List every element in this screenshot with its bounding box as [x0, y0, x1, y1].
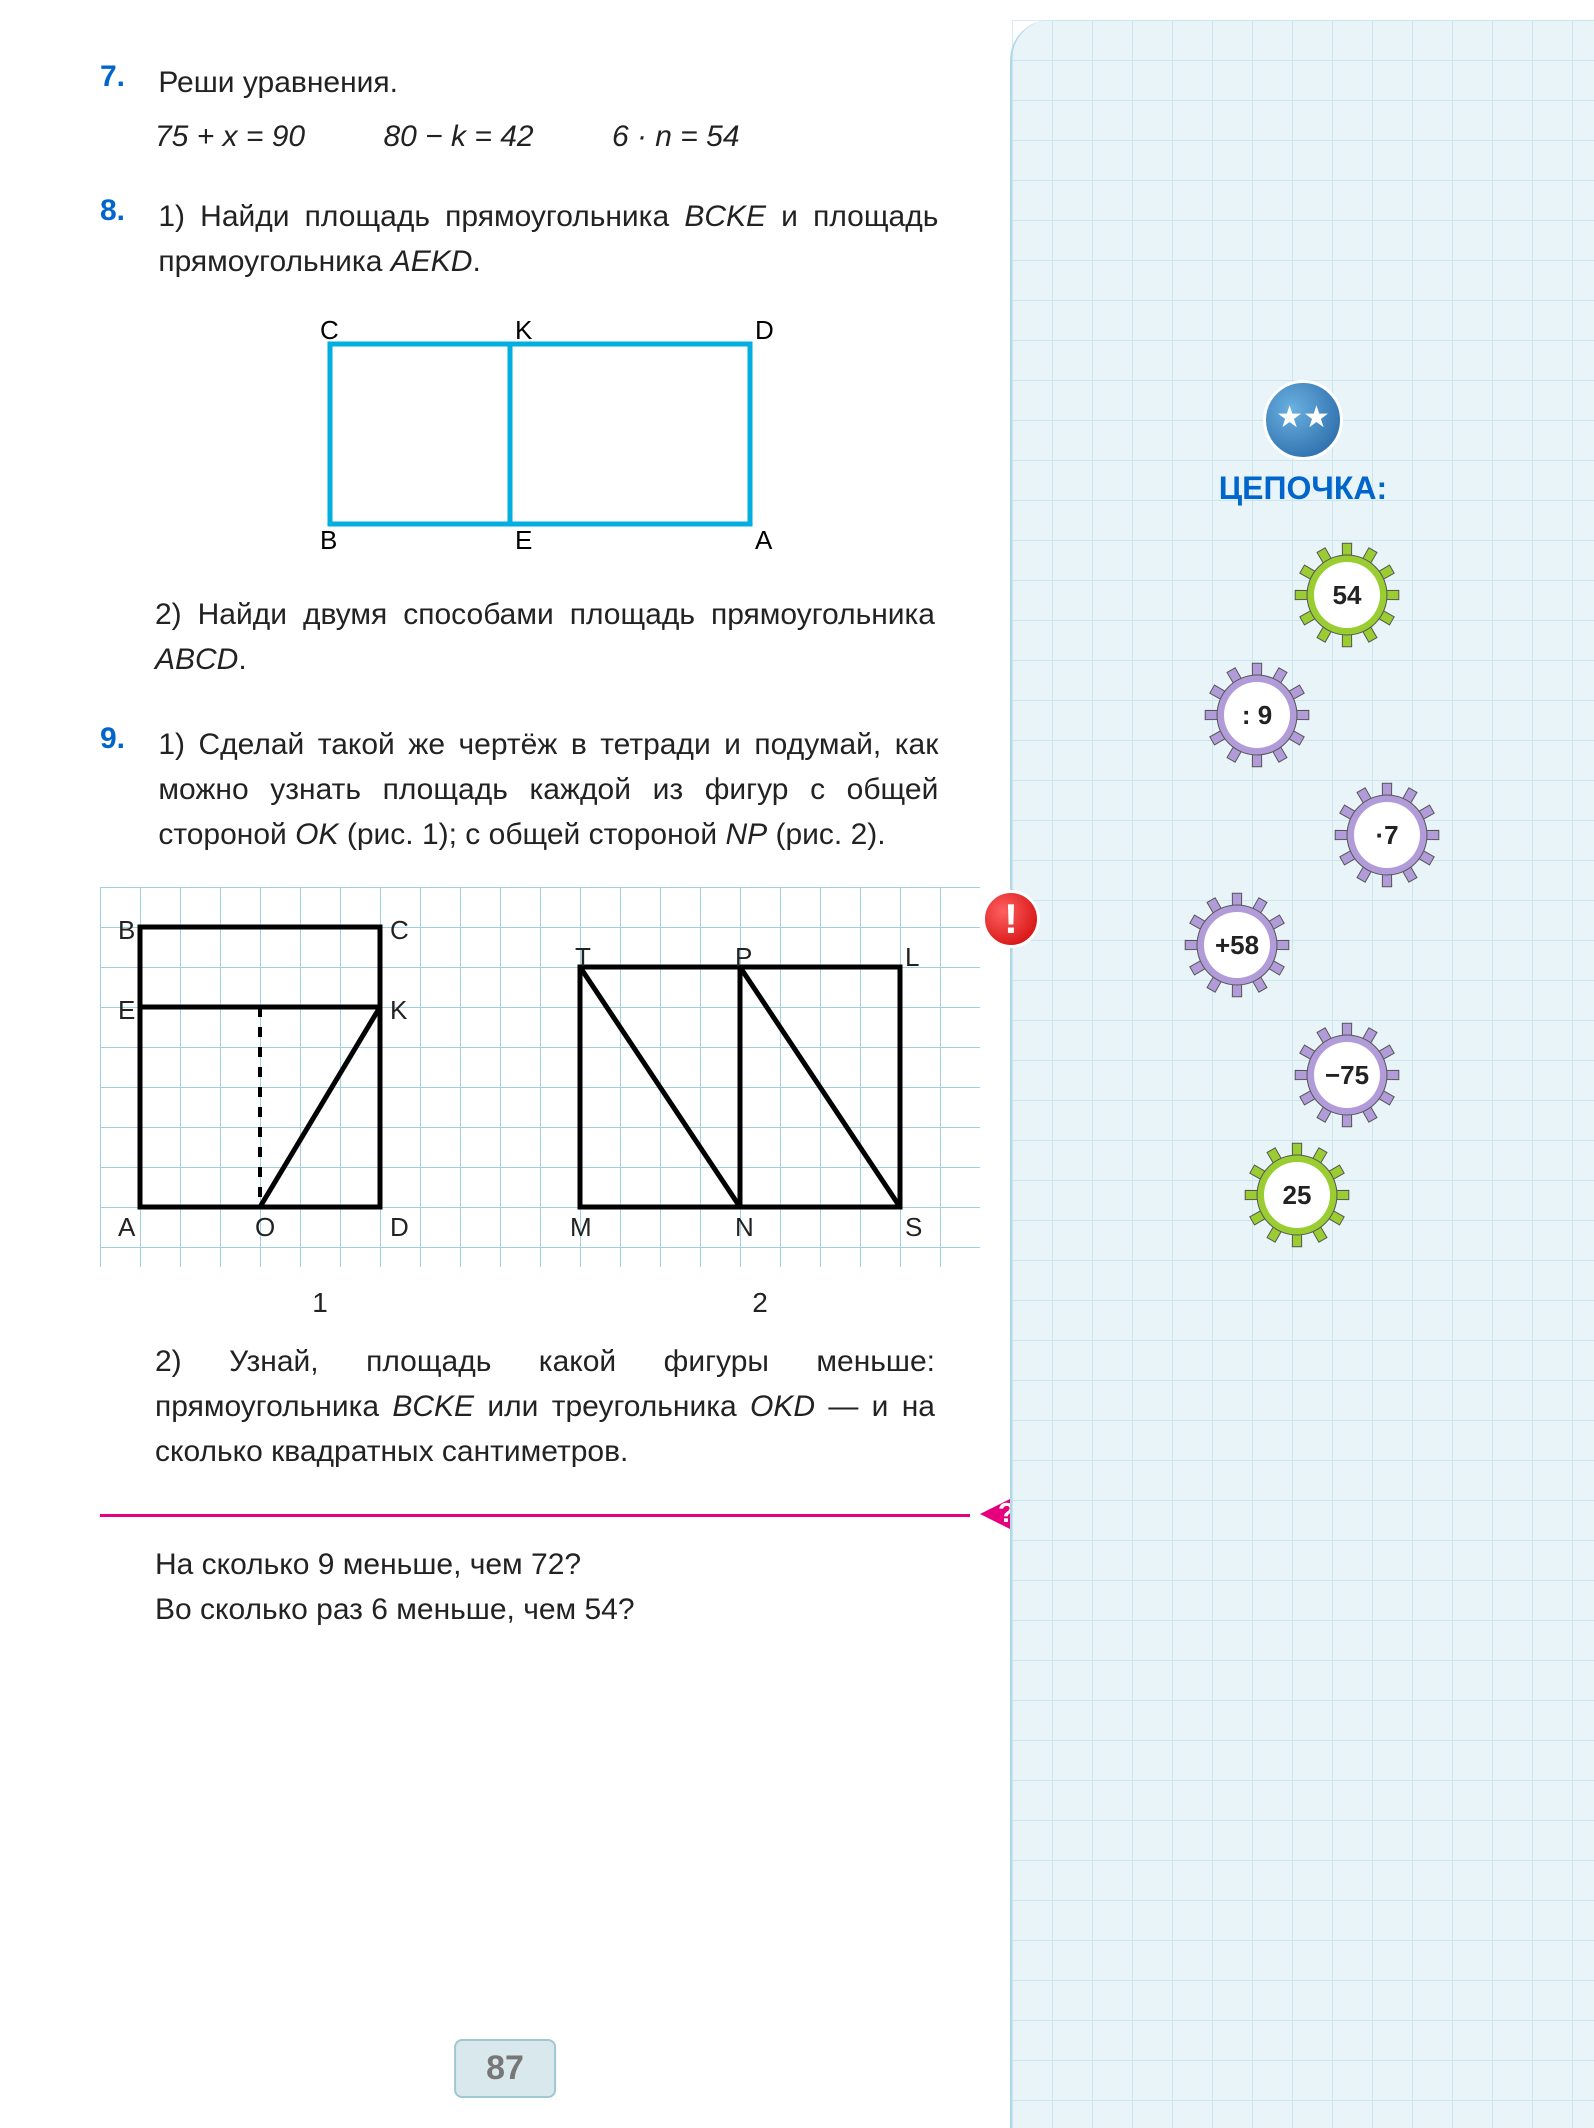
label-A: A — [755, 525, 773, 554]
gear-label: : 9 — [1224, 682, 1290, 748]
problem-number: 7. — [100, 60, 150, 94]
problem-8-part2: 2) Найди двумя способами площадь прямоуг… — [155, 592, 935, 682]
sidebar: ★★ ЦЕПОЧКА: ! 54: 9·7+58−7525 — [1010, 20, 1594, 2128]
problem-title: Реши уравнения. — [158, 60, 938, 105]
label-B: B — [320, 525, 337, 554]
gear-icon: 54 — [1292, 540, 1402, 650]
bottom-questions: На сколько 9 меньше, чем 72? Во сколько … — [155, 1542, 935, 1632]
problem-9: 9. 1) Сделай такой же чертёж в тетради и… — [100, 722, 980, 1474]
label-D: D — [755, 315, 774, 345]
geometry-svg — [100, 887, 980, 1267]
rect-svg: C K D B E A — [300, 314, 780, 554]
exclamation-icon: ! — [982, 890, 1040, 948]
bottom-q2: Во сколько раз 6 меньше, чем 54? — [155, 1587, 935, 1632]
rectangle-figure: C K D B E A — [300, 314, 980, 562]
label-A: A — [118, 1212, 135, 1243]
label-M: M — [570, 1212, 592, 1243]
label-C: C — [390, 915, 409, 946]
label-C: C — [320, 315, 339, 345]
page-number: 87 — [454, 2039, 556, 2098]
problem-9-part2: 2) Узнай, площадь какой фигуры меньше: п… — [155, 1339, 935, 1474]
fig2-label: 2 — [752, 1287, 768, 1319]
gear-label: −75 — [1314, 1042, 1380, 1108]
gear-label: 25 — [1264, 1162, 1330, 1228]
gear-icon: : 9 — [1202, 660, 1312, 770]
fig1-label: 1 — [312, 1287, 328, 1319]
gear-icon: −75 — [1292, 1020, 1402, 1130]
gear-label: ·7 — [1354, 802, 1420, 868]
figure-labels: 1 2 — [100, 1287, 980, 1319]
equation-2: 80 − k = 42 — [383, 120, 533, 153]
equation-row: 75 + x = 90 80 − k = 42 6 · n = 54 — [155, 120, 980, 154]
label-L: L — [905, 942, 919, 973]
label-E: E — [118, 995, 135, 1026]
label-K: K — [390, 995, 407, 1026]
label-E: E — [515, 525, 532, 554]
label-S: S — [905, 1212, 922, 1243]
chain-title: ЦЕПОЧКА: — [1219, 470, 1387, 507]
gear-icon: ·7 — [1332, 780, 1442, 890]
stars-badge-icon: ★★ — [1263, 380, 1343, 460]
geometry-grid: B C E K A O D T P L M N S — [100, 887, 980, 1267]
gear-icon: +58 — [1182, 890, 1292, 1000]
equation-3: 6 · n = 54 — [612, 120, 740, 153]
gear-label: 54 — [1314, 562, 1380, 628]
label-P: P — [735, 942, 752, 973]
equation-1: 75 + x = 90 — [155, 120, 305, 153]
label-N: N — [735, 1212, 754, 1243]
bottom-q1: На сколько 9 меньше, чем 72? — [155, 1542, 935, 1587]
label-K: K — [515, 315, 533, 345]
gear-icon: 25 — [1242, 1140, 1352, 1250]
label-O: O — [255, 1212, 275, 1243]
problem-text: 1) Сделай такой же чертёж в тетради и по… — [158, 722, 938, 857]
problem-text: 1) Найди площадь прямоугольника BCKE и п… — [158, 194, 938, 284]
label-D: D — [390, 1212, 409, 1243]
problem-8: 8. 1) Найди площадь прямоугольника BCKE … — [100, 194, 980, 682]
section-divider — [100, 1514, 970, 1517]
problem-number: 8. — [100, 194, 150, 228]
problem-number: 9. — [100, 722, 150, 756]
label-B: B — [118, 915, 135, 946]
label-T: T — [575, 942, 591, 973]
problem-7: 7. Реши уравнения. 75 + x = 90 80 − k = … — [100, 60, 980, 154]
gear-label: +58 — [1204, 912, 1270, 978]
main-content: 7. Реши уравнения. 75 + x = 90 80 − k = … — [0, 0, 1010, 2128]
